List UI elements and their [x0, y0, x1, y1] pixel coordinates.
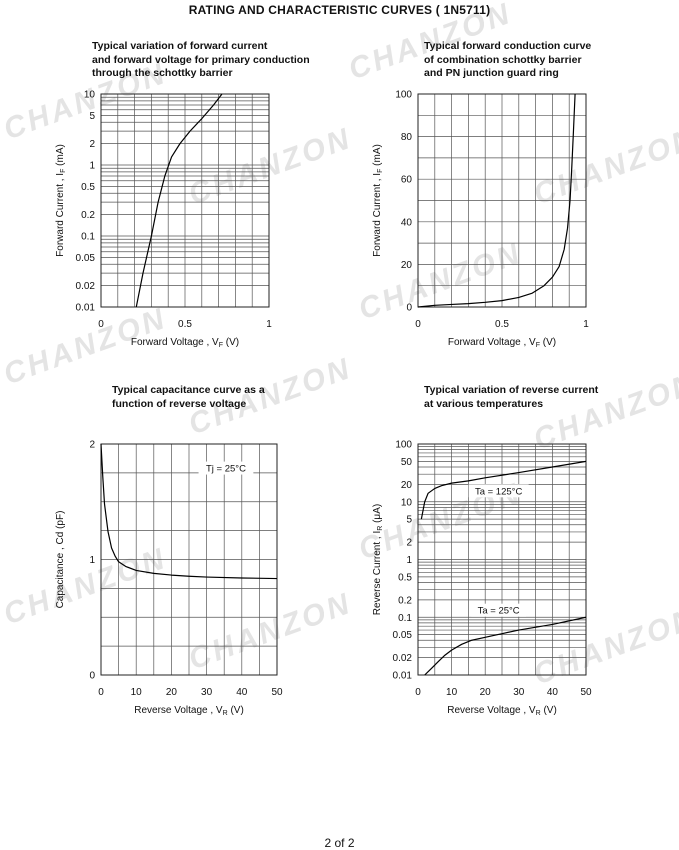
chart-title-line: Typical forward conduction curve [424, 40, 592, 52]
x-tick-label: 0 [98, 319, 104, 330]
y-tick-label: 0.5 [81, 182, 95, 193]
y-tick-label: 0.2 [81, 210, 95, 221]
series-line [417, 93, 576, 308]
y-tick-label: 0.1 [398, 613, 412, 624]
chart-title: Typical variation of reverse current at … [424, 384, 598, 411]
y-tick-label: 0.01 [76, 303, 96, 314]
y-axis-label: Reverse Current , IR (μA) [372, 504, 384, 615]
x-axis-label: Forward Voltage , VF (V) [448, 337, 556, 349]
chart-title-line: function of reverse voltage [112, 397, 247, 410]
y-tick-label: 10 [401, 497, 413, 508]
chart-group: 0 0.5 1 0 20 40 60 80 100 Forward Voltage , VF (V… [372, 90, 589, 350]
y-tick-label: 5 [89, 111, 95, 122]
chart-title-line: at various temperatures [424, 397, 544, 410]
annotation-background [471, 603, 527, 617]
y-tick-label: 80 [401, 132, 413, 143]
chart-title-line: through the schottky barrier [92, 67, 233, 79]
y-tick-label: 1 [89, 555, 95, 566]
x-tick-label: 40 [236, 687, 248, 698]
y-tick-label: 60 [401, 175, 413, 186]
y-tick-label: 20 [401, 260, 413, 271]
y-tick-label: 0.02 [76, 281, 96, 292]
x-tick-label: 0.5 [178, 319, 192, 330]
y-tick-label: 0.1 [81, 232, 95, 243]
chart-title-line: Typical capacitance curve as a [112, 384, 265, 396]
y-tick-label: 50 [401, 457, 413, 468]
x-axis-label: Forward Voltage , VF (V) [131, 337, 239, 349]
x-tick-label: 50 [271, 687, 283, 698]
chart-title-line: and PN junction guard ring [424, 67, 559, 79]
plot-frame [417, 443, 587, 676]
plot-frame [100, 443, 278, 676]
y-tick-label: 2 [89, 139, 95, 150]
y-tick-label: 0.5 [398, 572, 412, 583]
plot-frame [417, 93, 587, 308]
x-tick-label: 10 [131, 687, 143, 698]
x-tick-label: 1 [266, 319, 272, 330]
y-tick-label: 100 [395, 440, 412, 451]
x-tick-label: 0.5 [495, 319, 509, 330]
page-footer: 2 of 2 [324, 836, 355, 850]
x-tick-label: 1 [583, 319, 589, 330]
chart-group: 0 0.5 1 0.01 0.02 0.05 0.1 0.2 0.5 1 2 5 10 Forward V… [55, 90, 272, 350]
y-axis-label: Forward Current , IF (mA) [55, 144, 67, 257]
chart-title: Typical variation of forward current and… [92, 40, 310, 81]
y-tick-label: 1 [89, 161, 95, 172]
x-tick-label: 50 [580, 687, 592, 698]
page-title: RATING AND CHARACTERISTIC CURVES ( 1N571… [188, 3, 491, 17]
y-tick-label: 20 [401, 480, 413, 491]
chart-group: 0 10 20 30 40 50 0.01 0.02 0.05 0.1 0.2 0.5 1 2 5 10 20 5… [372, 440, 592, 718]
y-tick-label: 0 [406, 303, 412, 314]
x-tick-label: 0 [98, 687, 104, 698]
chart-title-line: and forward voltage for primary conducti… [92, 53, 310, 66]
x-tick-label: 0 [415, 319, 421, 330]
series-line [100, 443, 278, 580]
x-axis-label: Reverse Voltage , VR (V) [134, 705, 244, 717]
chart-group: 0 10 20 30 40 50 0 1 2 Reverse Voltage , VR (V) Ca… [55, 440, 283, 718]
chart-title: Typical capacitance curve as a function … [112, 384, 265, 411]
chart-title-line: Typical variation of reverse current [424, 384, 599, 396]
y-tick-label: 0.02 [393, 653, 413, 664]
x-axis-label: Reverse Voltage , VR (V) [447, 705, 557, 717]
y-tick-label: 1 [406, 555, 412, 566]
annotation-label: Ta = 125°C [475, 486, 523, 497]
x-tick-label: 40 [547, 687, 559, 698]
y-tick-label: 40 [401, 217, 413, 228]
y-tick-label: 0.2 [398, 595, 412, 606]
x-tick-label: 20 [480, 687, 492, 698]
series-line [135, 93, 223, 308]
annotation-background [198, 461, 254, 475]
series-line [420, 460, 587, 520]
y-tick-label: 0.01 [393, 671, 413, 682]
y-tick-label: 0 [89, 671, 95, 682]
annotation-label: Ta = 25°C [478, 606, 520, 617]
y-tick-label: 10 [84, 90, 96, 101]
x-tick-label: 30 [513, 687, 525, 698]
y-axis-label: Forward Current , IF (mA) [372, 144, 384, 257]
x-tick-label: 20 [166, 687, 178, 698]
x-tick-label: 30 [201, 687, 213, 698]
chart-title-line: of combination schottky barrier [424, 53, 582, 66]
annotation-background [468, 484, 529, 498]
annotation-label: Tj = 25°C [206, 464, 246, 475]
y-tick-label: 0.05 [76, 253, 96, 264]
y-tick-label: 100 [395, 90, 412, 101]
series-line [424, 616, 587, 676]
x-tick-label: 10 [446, 687, 458, 698]
chart-title: Typical forward conduction curve of comb… [424, 40, 591, 81]
y-tick-label: 5 [406, 515, 412, 526]
chart-title-line: Typical variation of forward current [92, 40, 268, 52]
y-tick-label: 2 [89, 440, 95, 451]
y-tick-label: 0.05 [393, 630, 413, 641]
plot-frame [100, 93, 270, 308]
y-tick-label: 2 [406, 538, 412, 549]
y-axis-label: Capacitance , Cd (pF) [55, 511, 66, 609]
x-tick-label: 0 [415, 687, 421, 698]
